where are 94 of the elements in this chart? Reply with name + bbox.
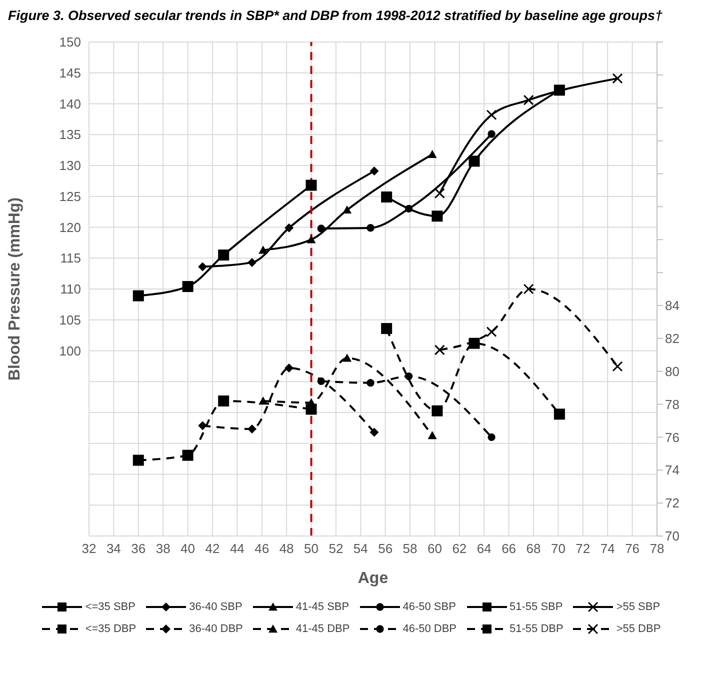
y-tick-label: 125 <box>59 188 81 204</box>
y-axis-title: Blood Pressure (mmHg) <box>6 197 24 381</box>
y-tick-label: 115 <box>60 250 81 266</box>
y-tick-label: 135 <box>59 127 81 142</box>
x-tick-label: 34 <box>106 541 121 556</box>
y2-tick-label: 74 <box>665 462 680 478</box>
y2-tick-label: 84 <box>665 298 680 314</box>
point <box>317 377 325 386</box>
y-tick-label: 140 <box>59 96 81 112</box>
x-tick-label: 46 <box>254 541 270 556</box>
y-tick-label: 145 <box>59 65 81 80</box>
point <box>381 191 392 202</box>
point <box>554 84 565 96</box>
point <box>428 431 437 440</box>
point <box>342 354 352 362</box>
x-axis-title: Age <box>358 570 388 587</box>
x-tick-label: 60 <box>428 541 442 556</box>
legend-label: <=35 DBP <box>85 623 136 635</box>
x-tick-label: 38 <box>156 541 170 556</box>
point <box>284 364 294 373</box>
point <box>182 281 194 292</box>
legend-label: <=35 SBP <box>85 601 136 613</box>
legend-label: 36-40 SBP <box>189 601 242 613</box>
legend-label: >55 DBP <box>616 623 661 635</box>
legend-label: 36-40 DBP <box>189 623 243 635</box>
point <box>488 433 496 442</box>
point <box>432 405 443 416</box>
legend-label: 51-55 DBP <box>510 623 564 635</box>
point <box>198 262 208 272</box>
point <box>132 290 144 302</box>
x-tick-label: 64 <box>476 541 492 556</box>
y2-tick-label: 70 <box>665 528 680 544</box>
point <box>218 250 230 261</box>
y-tick-label: 150 <box>59 34 81 50</box>
point <box>428 150 437 158</box>
point <box>432 210 443 222</box>
point <box>258 396 268 405</box>
legend-label: >55 SBP <box>616 601 660 613</box>
point <box>317 224 325 232</box>
point <box>306 235 316 244</box>
legend-label: 41-45 DBP <box>296 623 350 635</box>
x-tick-label: 40 <box>180 541 196 556</box>
point <box>306 180 317 191</box>
x-tick-label: 54 <box>353 541 368 556</box>
y-tick-label: 105 <box>59 312 81 328</box>
y2-tick-label: 78 <box>665 396 680 412</box>
point <box>370 166 379 176</box>
point <box>182 450 194 461</box>
point <box>284 223 294 232</box>
point <box>468 338 480 349</box>
point <box>342 205 352 214</box>
y-tick-label: 110 <box>60 282 81 297</box>
legend-label: 41-45 SBP <box>296 601 350 613</box>
point <box>404 372 413 380</box>
point <box>247 258 256 267</box>
x-tick-label: 68 <box>526 541 541 556</box>
legend-label: 46-50 DBP <box>402 623 457 635</box>
x-tick-label: 44 <box>230 541 244 556</box>
point <box>404 204 413 213</box>
y2-tick-label: 82 <box>665 331 680 346</box>
point <box>370 428 379 437</box>
x-tick-label: 74 <box>600 541 615 556</box>
legend-label: 46-50 SBP <box>402 601 456 613</box>
x-tick-label: 78 <box>650 541 664 556</box>
legend-label: 51-55 SBP <box>510 601 563 613</box>
y-tick-label: 130 <box>59 158 81 174</box>
y2-tick-label: 80 <box>665 364 680 379</box>
x-tick-label: 42 <box>205 541 220 556</box>
x-tick-label: 50 <box>304 541 318 556</box>
x-tick-label: 48 <box>279 541 294 556</box>
point <box>366 379 374 387</box>
point <box>381 323 392 334</box>
x-tick-label: 66 <box>502 541 516 556</box>
point <box>366 224 374 232</box>
y-tick-label: 120 <box>59 220 81 235</box>
x-tick-label: 72 <box>576 541 590 556</box>
point <box>554 408 565 420</box>
y2-tick-label: 72 <box>665 496 680 511</box>
x-tick-label: 62 <box>452 541 467 556</box>
x-tick-label: 58 <box>402 541 418 556</box>
point <box>258 246 268 254</box>
point <box>468 156 480 167</box>
point <box>132 454 144 466</box>
point <box>488 130 496 138</box>
x-tick-label: 56 <box>378 541 393 556</box>
x-tick-label: 36 <box>131 541 146 556</box>
y2-tick-label: 76 <box>665 430 680 445</box>
x-tick-label: 32 <box>82 541 96 556</box>
x-tick-label: 70 <box>550 541 566 556</box>
chart-title: Figure 3. Observed secular trends in SBP* and DBP from 1998-2012 stratified by baseline age groups† <box>8 8 664 25</box>
point <box>218 395 230 406</box>
x-tick-label: 76 <box>625 541 640 556</box>
y-tick-label: 100 <box>59 343 81 358</box>
x-tick-label: 52 <box>328 541 344 556</box>
